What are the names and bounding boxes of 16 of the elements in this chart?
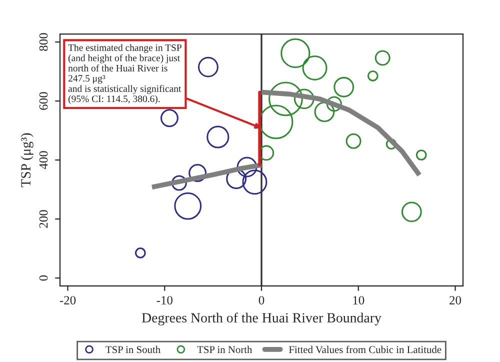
- y-tick-label: 800: [39, 33, 48, 51]
- y-axis-title: TSP (μg³): [20, 133, 34, 188]
- x-tick-label: 0: [258, 296, 264, 304]
- x-tick-label: 10: [353, 296, 364, 304]
- annotation: The estimated change in TSP (and height of the brace) just north of the Huai River is 247.5 μg³ and is statistically significant (95% CI: 114.5, 380.6).: [68, 44, 182, 104]
- x-axis-title: Degrees North of the Huai River Boundary: [142, 312, 382, 326]
- x-tick-label: 20: [450, 296, 462, 304]
- y-tick-label: 400: [39, 151, 48, 170]
- y-tick-label: 0: [39, 275, 48, 281]
- y-tick-label: 200: [39, 210, 48, 228]
- legend-label: TSP in North: [197, 346, 252, 354]
- y-tick-label: 600: [39, 92, 48, 110]
- x-tick-label: -20: [60, 296, 76, 304]
- legend-label: Fitted Values from Cubic in Latitude: [288, 346, 442, 354]
- x-tick-label: -10: [156, 296, 172, 304]
- legend-label: TSP in South: [106, 346, 160, 354]
